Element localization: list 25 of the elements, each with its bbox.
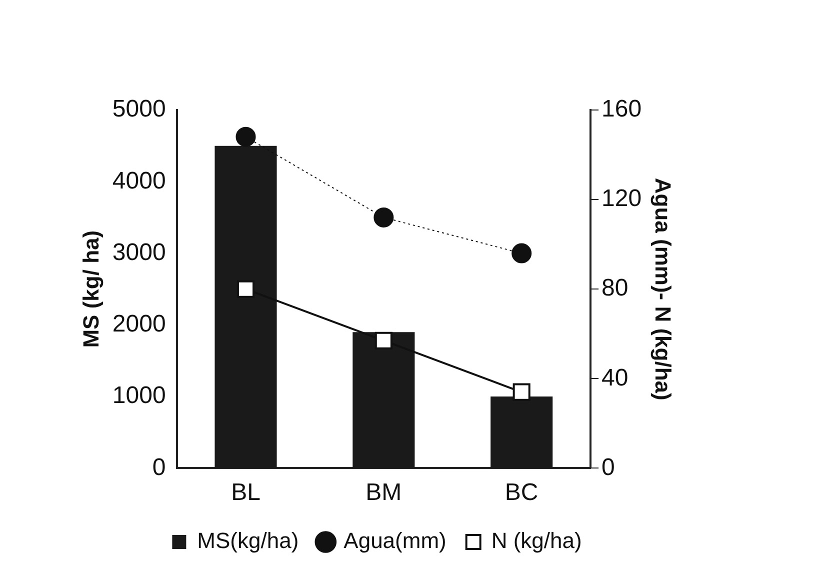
x-tick-label: BL: [231, 479, 260, 506]
legend-label: Agua(mm): [344, 528, 446, 554]
y-tick-label: 4000: [112, 167, 166, 194]
point: [374, 207, 394, 228]
legend-label: N (kg/ha): [491, 528, 582, 554]
point: [512, 243, 532, 264]
x-tick-label: BC: [504, 479, 538, 506]
y-tick-label: 3000: [112, 238, 166, 266]
y-tick-label: 5000: [112, 96, 166, 123]
point: [512, 383, 530, 401]
point: [236, 280, 255, 298]
y-axis-title: MS (kg/ ha): [78, 230, 104, 348]
x-tick-label: BM: [366, 479, 402, 506]
y-tick-label: 1000: [112, 382, 166, 410]
point: [374, 332, 392, 350]
y2-tick-label: 80: [602, 274, 628, 302]
y-tick-label: 2000: [112, 310, 166, 338]
y2-tick-label: 40: [602, 364, 628, 392]
y2-tick-label: 160: [602, 96, 642, 123]
point: [236, 126, 256, 147]
legend-label: MS(kg/ha): [197, 528, 299, 554]
y2-tick-label: 0: [602, 454, 615, 481]
y2-tick-label: 120: [602, 185, 642, 212]
y2-axis-title: Agua (mm)- N (kg/ha): [650, 178, 676, 400]
y-tick-label: 0: [152, 454, 166, 481]
